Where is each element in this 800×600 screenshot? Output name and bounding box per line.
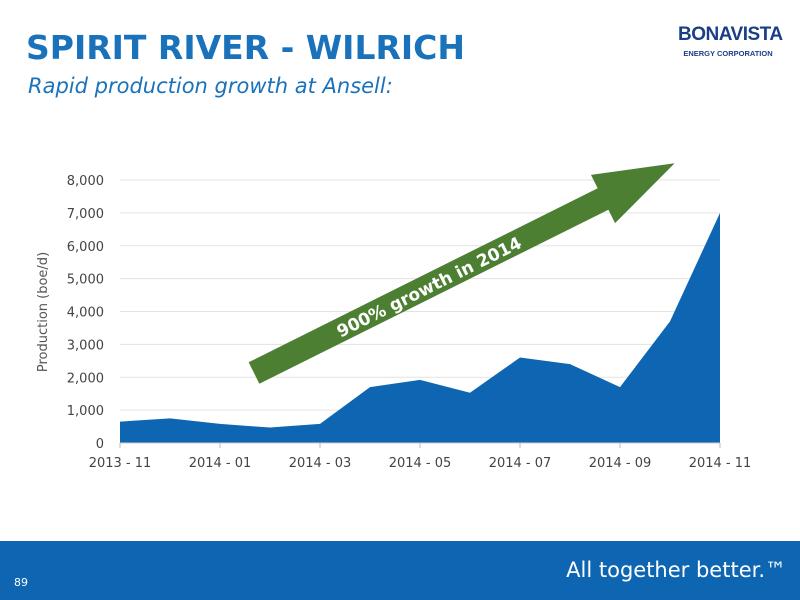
production-area bbox=[120, 212, 720, 443]
y-tick-label: 4,000 bbox=[67, 306, 104, 321]
y-tick-label: 7,000 bbox=[67, 207, 104, 222]
y-axis-labels: 0 1,000 2,000 3,000 4,000 5,000 6,000 7,000 8,00… bbox=[67, 174, 104, 452]
x-tick-label: 2014 - 03 bbox=[289, 456, 352, 471]
x-axis-ticks bbox=[119, 443, 721, 448]
x-tick-label: 2013 - 11 bbox=[89, 456, 152, 471]
tagline: All together better.™ bbox=[566, 558, 786, 582]
logo-name: BONAVISTA bbox=[678, 24, 783, 45]
y-axis-title: Production (boe/d) bbox=[36, 252, 51, 372]
x-tick-label: 2014 - 09 bbox=[589, 456, 652, 471]
page-number: 89 bbox=[14, 576, 28, 589]
slide-title: SPIRIT RIVER - WILRICH bbox=[26, 28, 466, 67]
logo-subtitle: ENERGY CORPORATION bbox=[683, 49, 773, 58]
x-tick-label: 2014 - 11 bbox=[689, 456, 752, 471]
growth-annotation: 900% growth in 2014 bbox=[334, 233, 525, 342]
company-logo: BONAVISTA ENERGY CORPORATION bbox=[678, 24, 783, 68]
x-axis-labels: 2013 - 11 2014 - 01 2014 - 03 2014 - 05 2014… bbox=[89, 456, 752, 471]
y-tick-label: 5,000 bbox=[67, 273, 104, 288]
footer-bar: 89 All together better.™ bbox=[0, 541, 800, 600]
y-tick-label: 6,000 bbox=[67, 240, 104, 255]
slide-subtitle: Rapid production growth at Ansell: bbox=[28, 74, 393, 98]
y-tick-label: 8,000 bbox=[67, 174, 104, 189]
y-tick-label: 0 bbox=[96, 437, 104, 452]
production-chart: 0 1,000 2,000 3,000 4,000 5,000 6,000 7,000 8,00… bbox=[36, 163, 752, 471]
growth-arrow: 900% growth in 2014 bbox=[248, 163, 675, 384]
y-tick-label: 1,000 bbox=[67, 404, 104, 419]
y-tick-label: 3,000 bbox=[67, 338, 104, 353]
y-tick-label: 2,000 bbox=[67, 371, 104, 386]
growth-arrow-shape bbox=[248, 163, 675, 384]
x-tick-label: 2014 - 07 bbox=[489, 456, 552, 471]
x-tick-label: 2014 - 05 bbox=[389, 456, 452, 471]
x-tick-label: 2014 - 01 bbox=[189, 456, 252, 471]
